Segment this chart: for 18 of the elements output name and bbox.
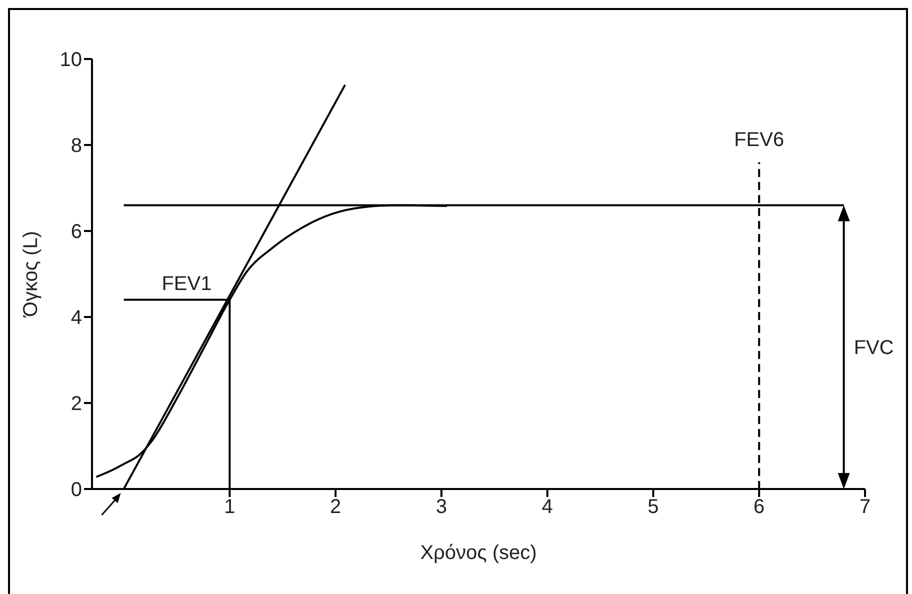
- y-tick-label: 6: [70, 221, 82, 244]
- x-tick-label: 6: [754, 496, 765, 518]
- y-axis-title: Όγκος (L): [20, 230, 42, 318]
- annotation: FEV1: [162, 272, 212, 295]
- y-tick-label: 10: [60, 49, 82, 72]
- y-tick-label: 2: [70, 393, 82, 416]
- x-axis-title: Χρόνος (sec): [420, 542, 537, 564]
- y-tick-label: 4: [70, 307, 82, 330]
- annotation: FVC: [854, 337, 894, 360]
- x-tick-label: 1: [224, 496, 236, 518]
- x-tick-label: 3: [436, 496, 447, 518]
- x-tick-label: 2: [330, 496, 342, 518]
- x-tick-label: 5: [648, 496, 659, 518]
- x-tick-label: 4: [542, 496, 553, 518]
- annotation: FEV6: [734, 129, 784, 152]
- y-tick-label: 0: [70, 479, 82, 502]
- x-tick-label: 7: [859, 496, 871, 518]
- y-tick-label: 8: [70, 135, 82, 158]
